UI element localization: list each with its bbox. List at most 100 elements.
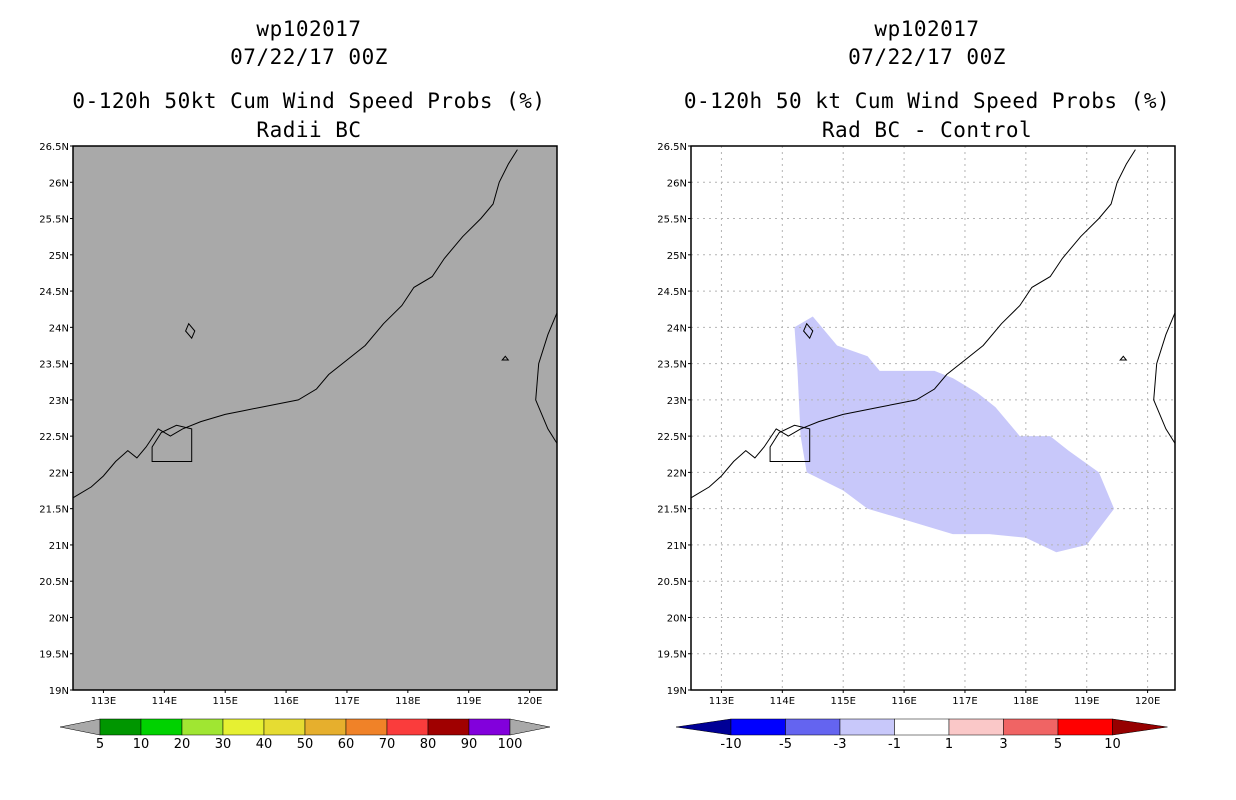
colorbar-segment	[181, 718, 224, 736]
colorbar-segment	[948, 718, 1004, 736]
colorbar-label: 5	[1054, 737, 1062, 752]
colorbar-end-right	[1112, 718, 1168, 736]
lon-tick-label: 114E	[152, 696, 177, 707]
colorbar-label: 60	[338, 737, 355, 752]
lat-tick-label: 22N	[49, 468, 69, 479]
lat-tick-label: 20.5N	[657, 577, 687, 588]
map-frame	[690, 145, 1176, 691]
colorbar-label: 3	[999, 737, 1007, 752]
colorbar-label: 20	[174, 737, 191, 752]
colorbar-label: 5	[96, 737, 104, 752]
colorbar-segment	[345, 718, 388, 736]
colorbar-segment	[304, 718, 347, 736]
colorbar-segment	[730, 718, 786, 736]
colorbar-label: 80	[420, 737, 437, 752]
right-map: 26.5N 26N 25.5N 25N 24.5N 24N 23.5N 23N 22.5N 22N…	[657, 142, 1176, 752]
lat-tick-label: 19N	[49, 686, 69, 697]
right-map-panel: wp102017 07/22/17 00Z 0-120h 50 kt Cum W…	[618, 0, 1236, 800]
lat-tick-label: 24.5N	[657, 287, 687, 298]
colorbar-label: 40	[256, 737, 273, 752]
datetime: 07/22/17 00Z	[230, 45, 388, 69]
lon-tick-label: 114E	[770, 696, 795, 707]
map-subtitle: Radii BC	[256, 118, 362, 142]
lat-tick-label: 25N	[49, 251, 69, 262]
colorbar-segment	[386, 718, 429, 736]
product-title: 0-120h 50 kt Cum Wind Speed Probs (%)	[683, 89, 1171, 113]
colorbar-label: 10	[1104, 737, 1121, 752]
lat-tick-label: 25.5N	[39, 215, 69, 226]
coastline	[72, 149, 518, 499]
colorbar-label: 50	[297, 737, 314, 752]
lat-tick-label: 24.5N	[39, 287, 69, 298]
hong-kong-outline	[769, 424, 811, 462]
lat-tick-label: 20.5N	[39, 577, 69, 588]
lat-tick-label: 26N	[49, 178, 69, 189]
lat-tick-label: 21.5N	[657, 505, 687, 516]
lon-tick-label: 118E	[395, 696, 420, 707]
island	[1119, 355, 1128, 361]
colorbar-label: -10	[720, 737, 741, 752]
colorbar-segment	[263, 718, 306, 736]
lon-tick-label: 120E	[1135, 696, 1160, 707]
lat-tick-label: 21.5N	[39, 505, 69, 516]
lat-tick-label: 22.5N	[39, 432, 69, 443]
lon-tick-label: 117E	[952, 696, 977, 707]
lon-tick-label: 116E	[273, 696, 298, 707]
lat-tick-label: 26.5N	[657, 142, 687, 153]
colorbar-segment	[839, 718, 895, 736]
lat-tick-label: 23N	[667, 396, 687, 407]
colorbar-label: 1	[945, 737, 953, 752]
map-background	[73, 146, 557, 690]
storm-id: wp102017	[256, 17, 362, 41]
lat-tick-label: 26N	[667, 178, 687, 189]
colorbar-label: 100	[498, 737, 523, 752]
taiwan-coastline	[535, 312, 558, 444]
lat-tick-label: 24N	[49, 323, 69, 334]
lat-tick-label: 21N	[667, 541, 687, 552]
left-map: 26.5N 26N 25.5N 25N 24.5N 24N 23.5N 23N 22.5N 22N…	[39, 142, 558, 752]
lon-tick-label: 120E	[517, 696, 542, 707]
colorbar-segment	[1003, 718, 1059, 736]
probability-difference-area	[794, 316, 1115, 553]
lat-tick-label: 19.5N	[657, 650, 687, 661]
lat-tick-label: 21N	[49, 541, 69, 552]
colorbar-end-left	[675, 718, 732, 736]
colorbar-segment	[468, 718, 511, 736]
lon-tick-label: 115E	[830, 696, 855, 707]
lon-tick-label: 116E	[891, 696, 916, 707]
lon-tick-label: 119E	[1074, 696, 1099, 707]
lon-tick-label: 113E	[709, 696, 734, 707]
colorbar-label: 70	[379, 737, 396, 752]
map-subtitle: Rad BC - Control	[821, 118, 1033, 142]
lon-tick-label: 119E	[456, 696, 481, 707]
lat-tick-label: 19N	[667, 686, 687, 697]
lat-tick-label: 20N	[49, 613, 69, 624]
colorbar-segment	[427, 718, 470, 736]
lat-tick-label: 25.5N	[657, 215, 687, 226]
map-frame	[72, 145, 558, 691]
colorbar-segment	[785, 718, 841, 736]
island	[185, 322, 196, 340]
left-map-panel: wp102017 07/22/17 00Z 0-120h 50kt Cum Wi…	[39, 17, 558, 752]
lat-tick-label: 24N	[667, 323, 687, 334]
lat-tick-label: 25N	[667, 251, 687, 262]
colorbar-segment	[222, 718, 265, 736]
lat-tick-label: 26.5N	[39, 142, 69, 153]
datetime: 07/22/17 00Z	[848, 45, 1006, 69]
lon-tick-label: 115E	[212, 696, 237, 707]
taiwan-coastline	[1153, 312, 1176, 444]
lon-tick-label: 118E	[1013, 696, 1038, 707]
colorbar-label: 30	[215, 737, 232, 752]
storm-id: wp102017	[874, 17, 980, 41]
colorbar-end-right	[509, 718, 551, 736]
colorbar-segment	[99, 718, 142, 736]
lon-tick-label: 117E	[334, 696, 359, 707]
colorbar-label: -1	[888, 737, 901, 752]
lat-tick-label: 19.5N	[39, 650, 69, 661]
island	[803, 322, 814, 340]
lat-tick-label: 23.5N	[39, 360, 69, 371]
colorbar-label: 10	[133, 737, 150, 752]
hong-kong-outline	[151, 424, 193, 462]
colorbar-end-left	[59, 718, 101, 736]
coastline	[690, 149, 1136, 499]
